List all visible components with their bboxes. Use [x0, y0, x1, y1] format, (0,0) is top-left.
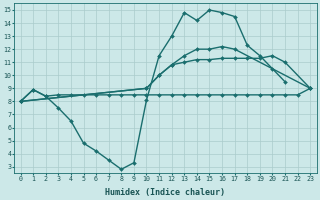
X-axis label: Humidex (Indice chaleur): Humidex (Indice chaleur) — [105, 188, 225, 197]
